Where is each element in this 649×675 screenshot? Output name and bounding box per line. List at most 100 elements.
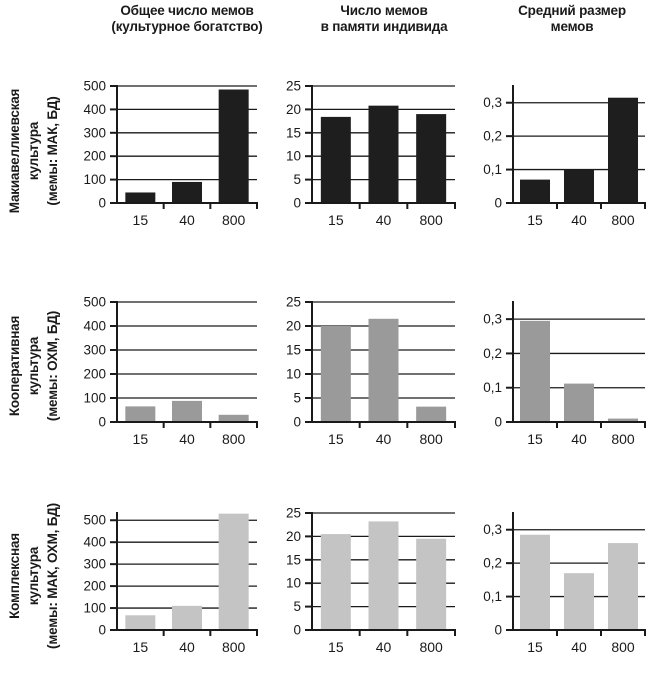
- chart-cooperative-total-memes: 0 100 200 300 400 500 15 40 800: [83, 295, 258, 447]
- y-tick-label: 0,2: [483, 346, 502, 361]
- y-tick-label: 300: [83, 125, 106, 140]
- bar-15: [320, 534, 351, 630]
- y-tick-label: 100: [83, 601, 106, 616]
- y-tick-label: 0,2: [483, 556, 502, 571]
- x-category-label: 15: [527, 431, 543, 447]
- column-header-line: (культурное богатство): [111, 19, 263, 34]
- y-tick-label: 0: [98, 196, 106, 211]
- bar-40: [368, 105, 399, 203]
- bar-40: [368, 318, 399, 422]
- y-tick-label: 15: [286, 343, 301, 358]
- bar-40: [564, 573, 594, 630]
- column-header-line: Число мемов: [340, 3, 428, 18]
- y-tick-label: 0: [98, 623, 106, 638]
- y-tick-label: 0: [98, 415, 106, 430]
- bar-15: [520, 179, 550, 203]
- bar-800: [218, 89, 249, 203]
- x-category-label: 800: [222, 212, 246, 228]
- bar-15: [125, 192, 156, 203]
- y-tick-label: 10: [286, 576, 301, 591]
- bar-40: [564, 383, 594, 422]
- x-category-label: 40: [376, 431, 392, 447]
- bar-800: [416, 406, 447, 422]
- x-category-label: 40: [571, 212, 587, 228]
- chart-machiavellian-avg-meme-size: 0 0,1 0,2 0,3 15 40 800: [483, 85, 646, 228]
- y-tick-label: 300: [83, 557, 106, 572]
- x-category-label: 15: [328, 212, 344, 228]
- y-tick-label: 0,1: [483, 380, 502, 395]
- chart-cooperative-avg-meme-size: 0 0,1 0,2 0,3 15 40 800: [483, 301, 646, 447]
- y-tick-label: 15: [286, 125, 301, 140]
- bar-15: [520, 320, 550, 422]
- bar-15: [125, 615, 156, 630]
- chart-complex-avg-meme-size: 0 0,1 0,2 0,3 15 40 800: [483, 512, 646, 655]
- y-tick-label: 0: [293, 623, 301, 638]
- chart-complex-memes-in-memory: 0 5 10 15 20 25 15 40 800: [286, 506, 456, 655]
- row-label-line: культура: [25, 546, 41, 606]
- bar-15: [520, 534, 550, 630]
- y-tick-label: 0,3: [483, 95, 502, 110]
- bar-40: [368, 521, 399, 630]
- y-tick-label: 5: [293, 391, 301, 406]
- y-tick-label: 500: [83, 513, 106, 528]
- column-header-line: Средний размер: [518, 3, 626, 18]
- bar-800: [608, 418, 638, 422]
- y-tick-label: 5: [293, 599, 301, 614]
- y-tick-label: 0: [293, 415, 301, 430]
- y-tick-label: 0: [494, 196, 502, 211]
- y-tick-label: 5: [293, 172, 301, 187]
- row-label-line: Комплексная: [6, 533, 22, 619]
- y-tick-label: 0,3: [483, 312, 502, 327]
- x-category-label: 800: [222, 639, 246, 655]
- bar-15: [320, 326, 351, 422]
- x-category-label: 40: [179, 212, 195, 228]
- row-label-line: Кооперативная: [6, 315, 22, 417]
- y-tick-label: 400: [83, 319, 106, 334]
- bar-40: [172, 400, 202, 422]
- y-tick-label: 0,2: [483, 129, 502, 144]
- y-tick-label: 200: [83, 367, 106, 382]
- y-tick-label: 0,3: [483, 522, 502, 537]
- x-category-label: 15: [133, 212, 149, 228]
- y-tick-label: 25: [286, 506, 301, 521]
- x-category-label: 800: [419, 212, 443, 228]
- y-tick-label: 10: [286, 149, 301, 164]
- y-tick-label: 20: [286, 319, 301, 334]
- row-label-line: Макиавеллиевская: [6, 88, 22, 214]
- row-label-line: культура: [25, 121, 41, 181]
- y-tick-label: 25: [286, 79, 301, 94]
- chart-cooperative-memes-in-memory: 0 5 10 15 20 25 15 40 800: [286, 295, 456, 447]
- column-header-line: Общее число мемов: [120, 3, 254, 18]
- x-category-label: 40: [179, 431, 195, 447]
- y-tick-label: 25: [286, 295, 301, 310]
- column-header-memes-in-memory: Число мемов в памяти индивида: [269, 3, 499, 35]
- x-category-label: 15: [328, 639, 344, 655]
- x-category-label: 800: [611, 212, 635, 228]
- y-tick-label: 0: [494, 415, 502, 430]
- bar-15: [320, 116, 351, 203]
- x-category-label: 15: [527, 639, 543, 655]
- x-category-label: 40: [571, 431, 587, 447]
- row-label-machiavellian-culture: Макиавеллиевская культура (мемы: МАК, БД…: [2, 45, 64, 257]
- y-tick-label: 500: [83, 79, 106, 94]
- x-category-label: 15: [527, 212, 543, 228]
- x-category-label: 40: [376, 212, 392, 228]
- bar-800: [218, 414, 249, 422]
- bar-40: [172, 605, 202, 630]
- y-tick-label: 0: [494, 623, 502, 638]
- row-label-line: культура: [25, 336, 41, 396]
- x-category-label: 800: [222, 431, 246, 447]
- x-category-label: 40: [571, 639, 587, 655]
- x-category-label: 15: [133, 639, 149, 655]
- y-tick-label: 100: [83, 172, 106, 187]
- y-tick-label: 500: [83, 295, 106, 310]
- bar-15: [125, 406, 156, 422]
- column-header-line: в памяти индивида: [320, 19, 448, 34]
- bar-40: [172, 181, 202, 203]
- y-tick-label: 400: [83, 535, 106, 550]
- x-category-label: 800: [419, 431, 443, 447]
- column-header-total-memes: Общее число мемов (культурное богатство): [72, 3, 302, 35]
- column-header-avg-meme-size: Средний размер мемов: [457, 3, 649, 35]
- chart-complex-total-memes: 0 100 200 300 400 500 15 40 800: [83, 512, 258, 655]
- bar-800: [416, 114, 447, 203]
